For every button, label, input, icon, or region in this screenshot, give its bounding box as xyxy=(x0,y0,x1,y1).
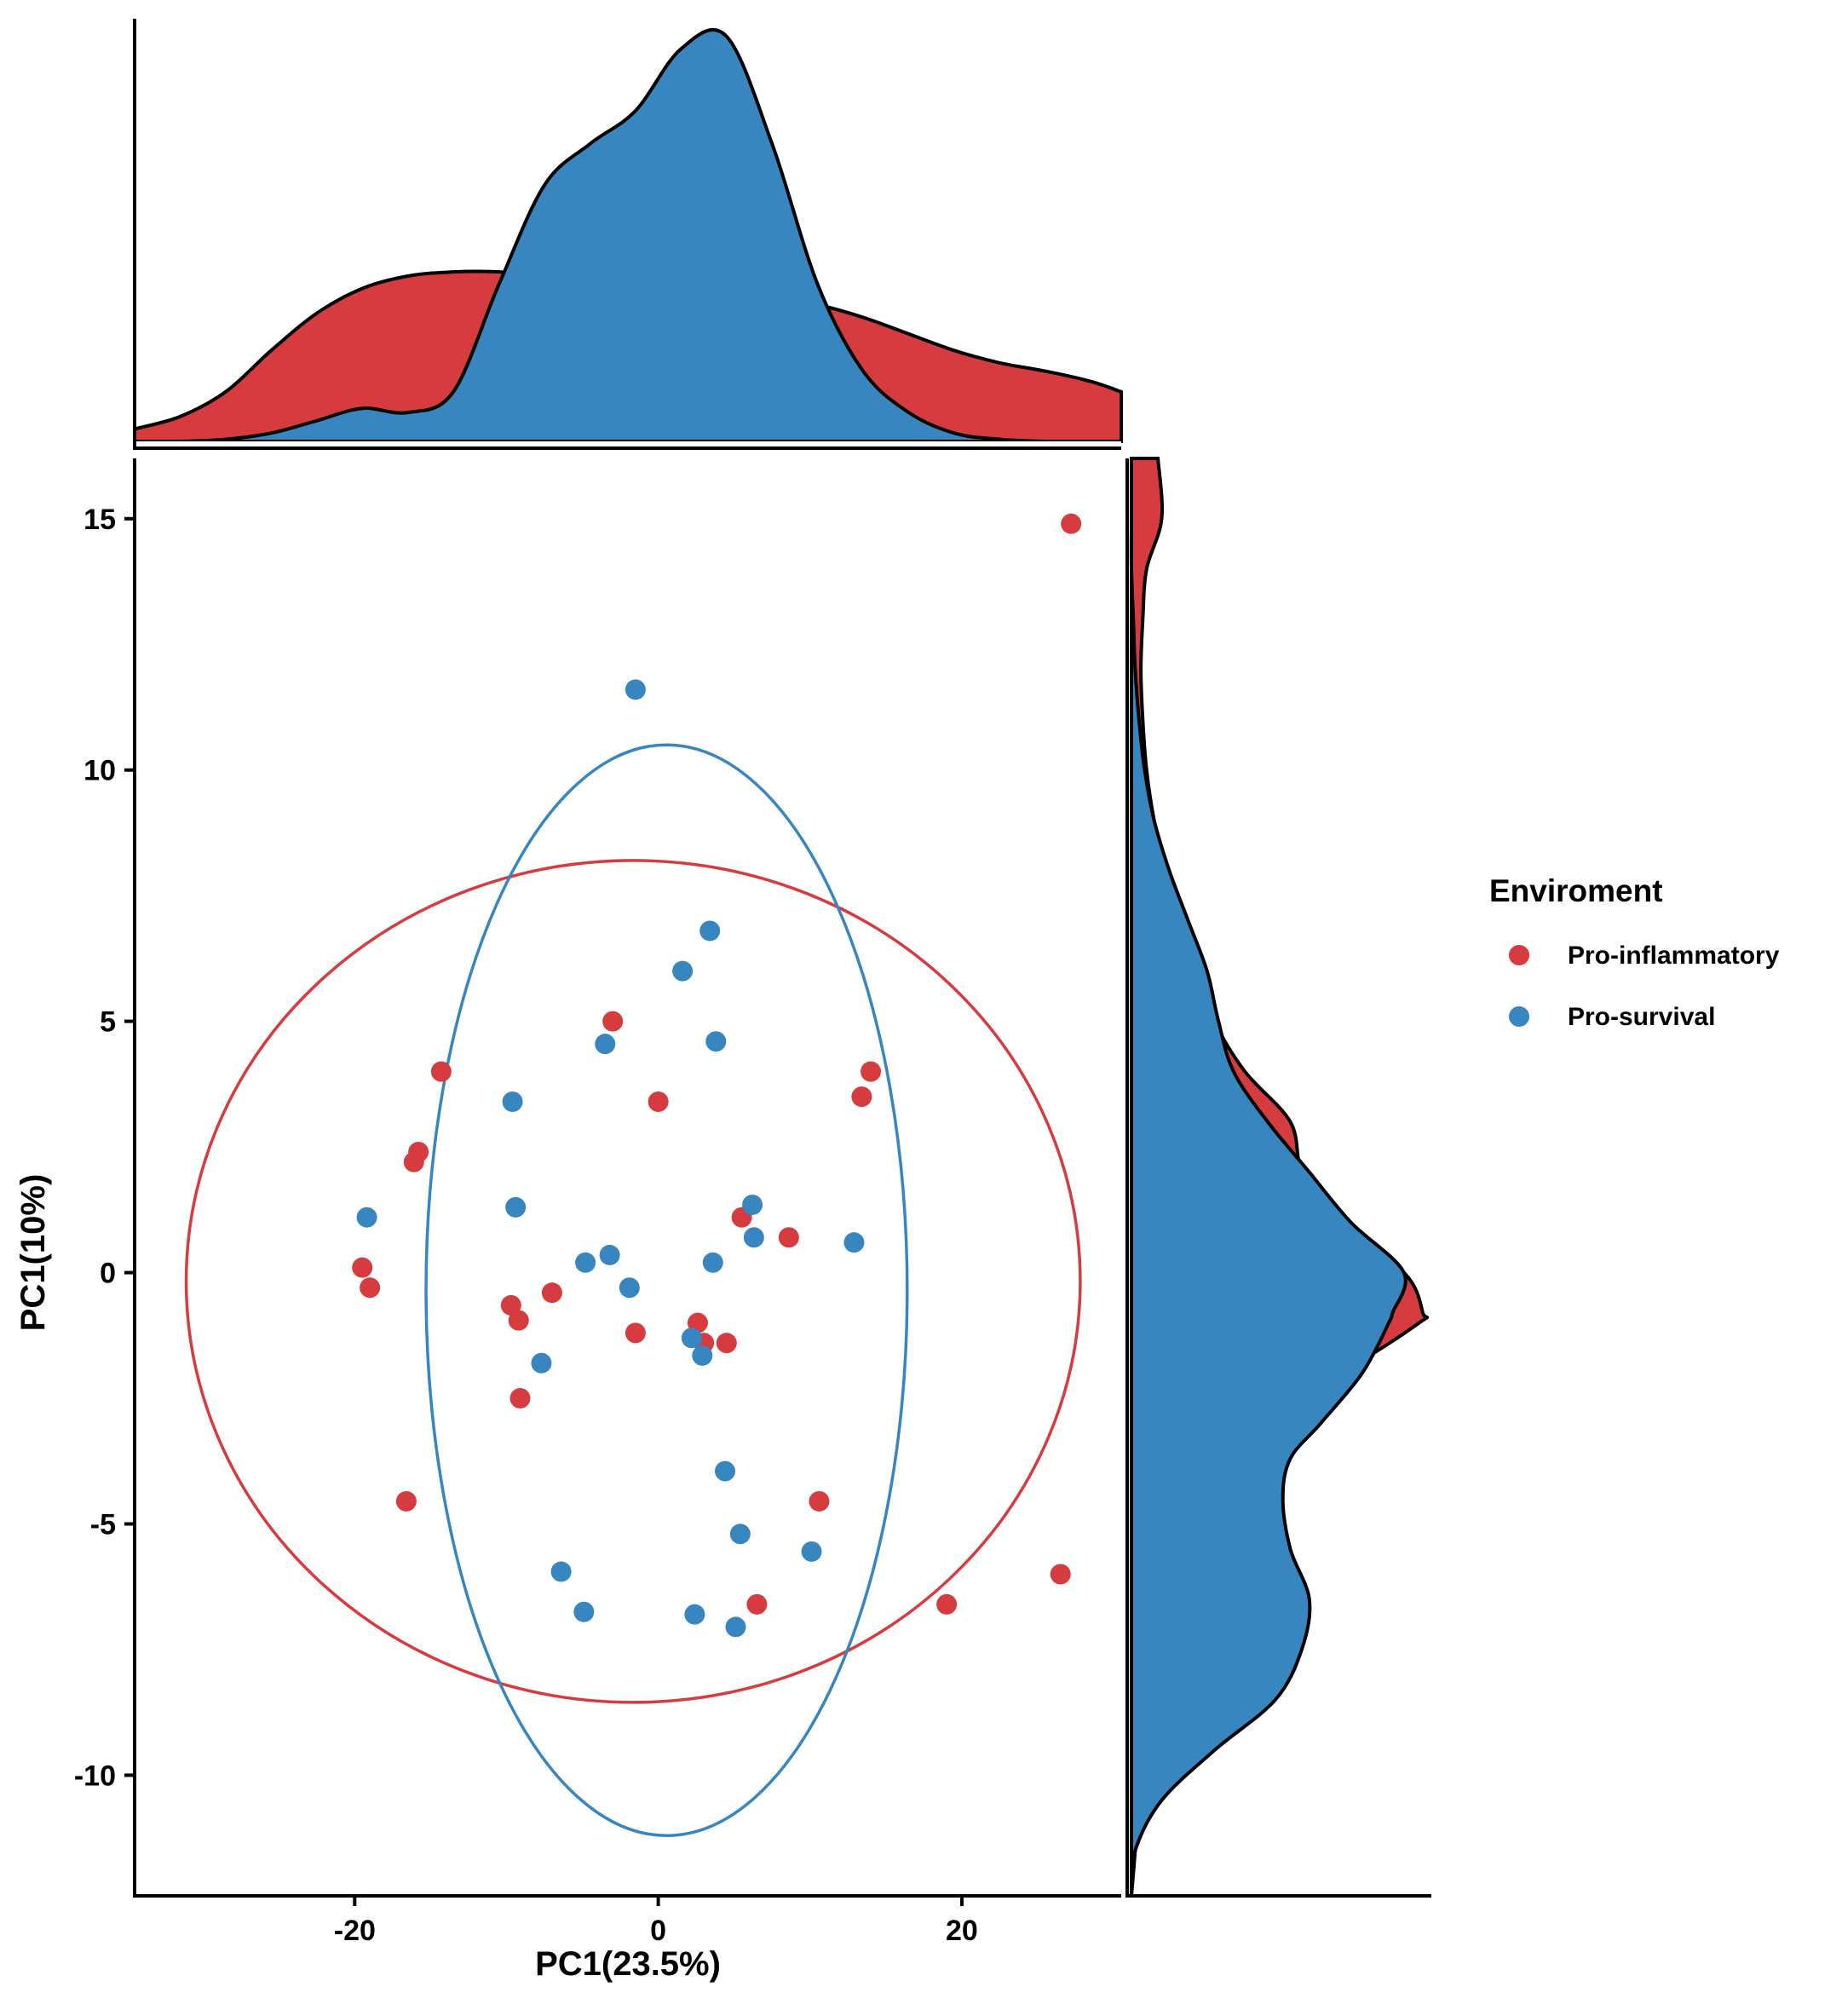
point-pro-inflammatory xyxy=(1061,513,1082,534)
legend-label-pro-survival: Pro-survival xyxy=(1568,1003,1715,1031)
point-pro-survival xyxy=(684,1604,705,1625)
confidence-ellipses xyxy=(184,743,1082,1837)
y-tick-label: 0 xyxy=(100,1258,116,1290)
legend-key-pro-inflammatory xyxy=(1509,945,1529,965)
right-marginal-density xyxy=(1125,457,1431,1898)
point-pro-survival xyxy=(356,1207,377,1228)
point-pro-survival xyxy=(725,1616,746,1638)
legend-label-pro-inflammatory: Pro-inflammatory xyxy=(1568,942,1780,970)
point-pro-survival xyxy=(843,1232,865,1253)
point-pro-survival xyxy=(625,679,646,700)
point-pro-inflammatory xyxy=(778,1227,799,1248)
point-pro-survival xyxy=(619,1277,640,1299)
point-pro-inflammatory xyxy=(716,1333,737,1354)
x-tick-label: 0 xyxy=(650,1915,666,1947)
point-pro-inflammatory xyxy=(861,1061,882,1082)
axes: -20 0 20 -10 -5 0 5 10 15 xyxy=(74,458,1121,1947)
top-marginal-density xyxy=(133,19,1123,450)
point-pro-survival xyxy=(531,1352,552,1374)
point-pro-inflammatory xyxy=(648,1092,669,1113)
point-pro-survival xyxy=(705,1031,727,1052)
y-tick-label: 5 xyxy=(100,1006,116,1039)
point-pro-inflammatory xyxy=(602,1011,624,1032)
legend: Enviroment Pro-inflammatory Pro-survival xyxy=(1489,873,1780,1031)
point-pro-survival xyxy=(502,1092,523,1113)
point-pro-inflammatory xyxy=(395,1490,417,1512)
y-tick-label: -5 xyxy=(90,1509,116,1541)
point-pro-survival xyxy=(599,1244,620,1265)
y-tick-label: -10 xyxy=(74,1760,116,1792)
point-pro-survival xyxy=(729,1524,751,1545)
point-pro-survival xyxy=(715,1460,736,1482)
y-axis-title: PC1(10%) xyxy=(14,1174,52,1332)
point-pro-inflammatory xyxy=(936,1593,958,1615)
point-pro-survival xyxy=(681,1328,702,1349)
point-pro-inflammatory xyxy=(500,1294,521,1316)
point-pro-inflammatory xyxy=(360,1277,381,1299)
point-pro-survival xyxy=(550,1561,572,1582)
point-pro-inflammatory xyxy=(508,1310,529,1331)
x-tick-label: 20 xyxy=(946,1915,978,1947)
point-pro-inflammatory xyxy=(430,1061,452,1082)
point-pro-survival xyxy=(743,1227,764,1248)
point-pro-survival xyxy=(801,1541,822,1562)
x-axis-title: PC1(23.5%) xyxy=(535,1945,721,1983)
point-pro-inflammatory xyxy=(1050,1564,1071,1585)
y-tick-label: 15 xyxy=(83,504,116,536)
point-pro-inflammatory xyxy=(746,1593,768,1615)
point-pro-survival xyxy=(742,1194,763,1215)
point-pro-inflammatory xyxy=(541,1282,562,1304)
point-pro-survival xyxy=(699,920,721,942)
point-pro-inflammatory xyxy=(403,1151,424,1172)
point-pro-survival xyxy=(692,1345,713,1366)
ellipse-pro-survival xyxy=(424,743,909,1837)
point-pro-survival xyxy=(505,1196,527,1218)
point-pro-inflammatory xyxy=(625,1322,646,1344)
point-pro-inflammatory xyxy=(851,1086,872,1108)
point-pro-survival xyxy=(573,1601,595,1622)
y-tick-label: 10 xyxy=(83,755,116,787)
point-pro-survival xyxy=(672,960,694,982)
point-pro-survival xyxy=(702,1252,723,1273)
point-pro-inflammatory xyxy=(509,1388,531,1409)
x-tick-label: -20 xyxy=(334,1915,376,1947)
legend-key-pro-survival xyxy=(1509,1006,1529,1027)
density-right-pro-survival xyxy=(1129,458,1407,1897)
point-pro-inflammatory xyxy=(352,1257,373,1278)
point-pro-survival xyxy=(595,1034,616,1055)
density-top-pro-survival xyxy=(134,27,1121,444)
legend-title: Enviroment xyxy=(1489,873,1663,908)
scatter-points xyxy=(352,513,1082,1638)
ellipse-pro-inflammatory xyxy=(184,859,1082,1704)
point-pro-survival xyxy=(575,1252,596,1273)
point-pro-inflammatory xyxy=(809,1490,830,1512)
